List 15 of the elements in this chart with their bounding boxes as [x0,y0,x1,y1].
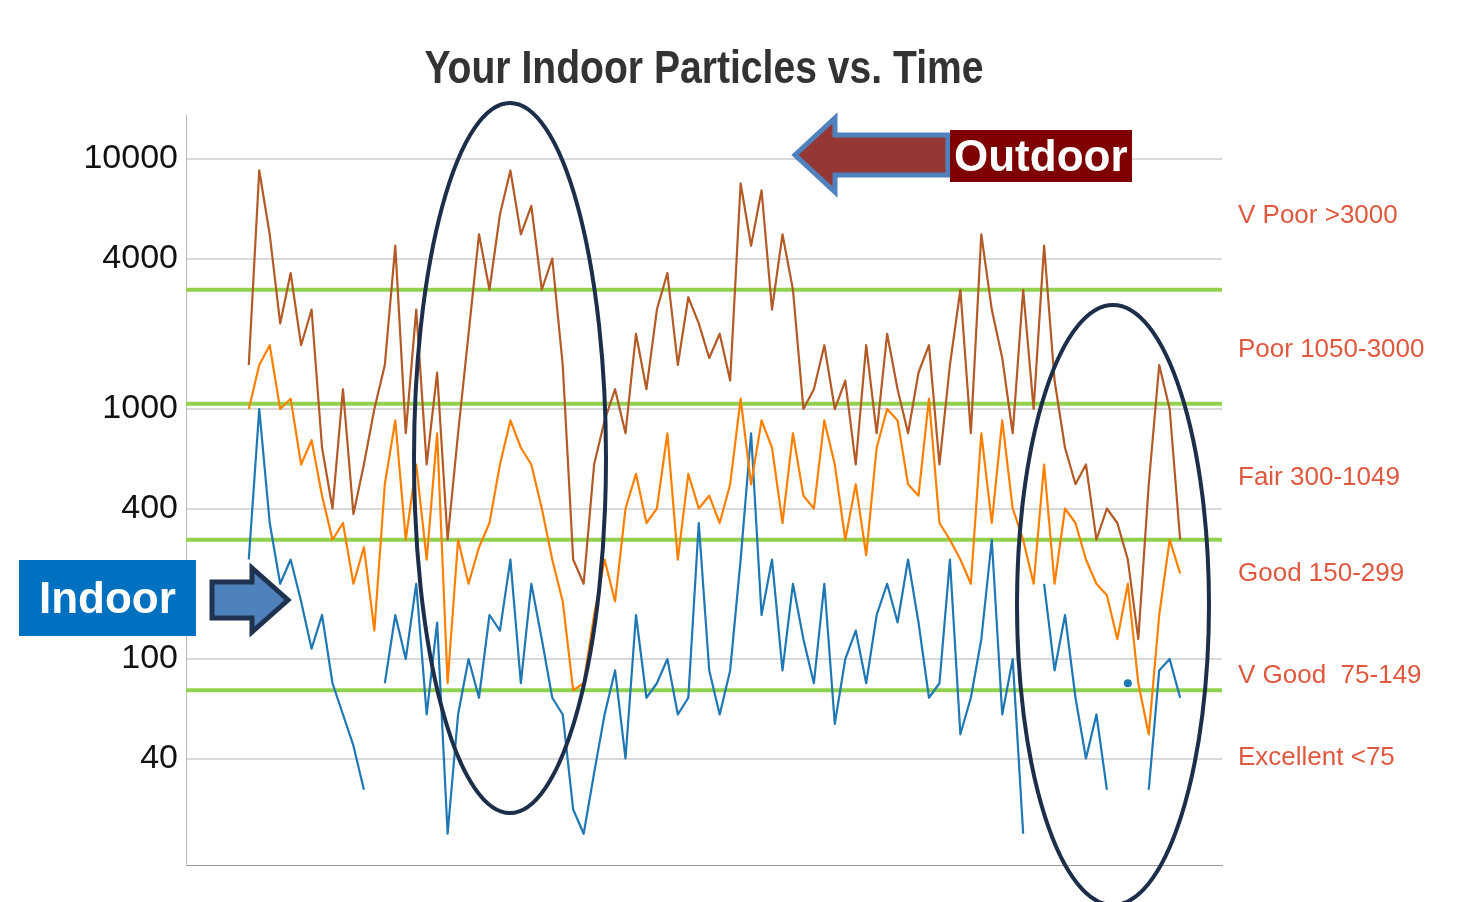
y-tick-label: 100 [121,637,178,676]
text: V Good 75-149 [1238,659,1422,690]
text: Excellent <75 [1238,741,1395,772]
text: Fair 300-1049 [1238,461,1400,492]
text: Poor 1050-3000 [1238,333,1425,364]
y-tick-label: 40 [140,736,178,775]
text: Good 150-299 [1238,557,1405,588]
text: V Poor >3000 [1238,199,1398,230]
y-tick-label: 1000 [102,387,178,426]
y-tick-label: 400 [121,486,178,525]
y-tick-label: 10000 [83,137,178,176]
series-label: Outdoor [950,130,1132,182]
y-tick-label: 4000 [102,236,178,275]
chart-title: Your Indoor Particles vs. Time [423,40,985,94]
series-label: Indoor [19,560,196,636]
